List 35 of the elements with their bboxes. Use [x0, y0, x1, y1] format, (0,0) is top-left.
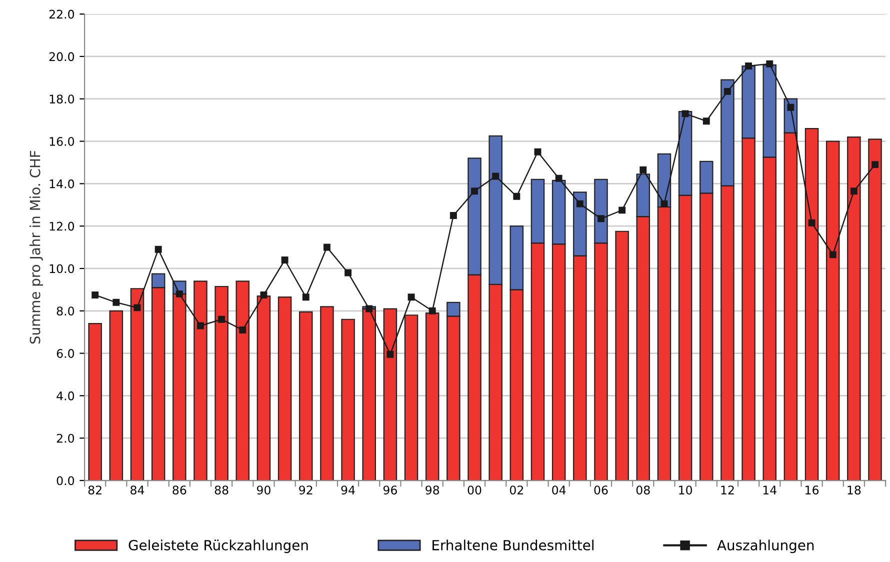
- x-tick-label: 84: [130, 486, 144, 495]
- x-tick-label: 06: [594, 486, 608, 495]
- y-tick-label: 20.0: [49, 52, 74, 62]
- y-tick-label: 8.0: [56, 306, 74, 316]
- x-tick-label: 90: [256, 486, 270, 495]
- x-tick-label: 12: [721, 486, 734, 494]
- y-tick-label: 22.0: [49, 10, 74, 19]
- y-tick-label: 16.0: [50, 136, 74, 146]
- x-tick-label: 92: [299, 486, 312, 495]
- x-tick-label: 82: [88, 486, 102, 495]
- x-tick-label: 08: [636, 486, 650, 495]
- x-tick-label: 00: [468, 486, 482, 495]
- legend-label: Auszahlungen: [717, 540, 814, 554]
- y-tick-label: 2.0: [56, 434, 74, 443]
- y-tick-label: 0.0: [56, 476, 74, 486]
- y-tick-label: 12.0: [50, 222, 74, 231]
- y-tick-label: 6.0: [56, 349, 74, 358]
- y-tick-label: 14.0: [50, 179, 74, 188]
- x-tick-label: 04: [552, 486, 566, 495]
- x-tick-label: 86: [172, 486, 186, 495]
- x-tick-label: 98: [426, 486, 440, 495]
- y-tick-label: 4.0: [56, 391, 74, 400]
- y-axis-title: Summe pro Jahr in Mio. CHF: [30, 150, 43, 344]
- x-tick-label: 18: [848, 486, 861, 495]
- x-tick-label: 94: [341, 486, 355, 495]
- x-tick-label: 16: [806, 486, 819, 495]
- x-tick-label: 02: [510, 486, 523, 495]
- x-tick-label: 10: [679, 486, 692, 495]
- y-tick-label: 10.0: [50, 264, 74, 274]
- x-tick-label: 88: [214, 486, 228, 495]
- legend-label: Erhaltene Bundesmittel: [432, 540, 594, 550]
- y-tick-label: 18.0: [50, 94, 74, 104]
- legend-label: Geleistete Rückzahlungen: [128, 540, 308, 554]
- x-tick-label: 96: [383, 486, 397, 495]
- x-tick-label: 14: [763, 486, 776, 494]
